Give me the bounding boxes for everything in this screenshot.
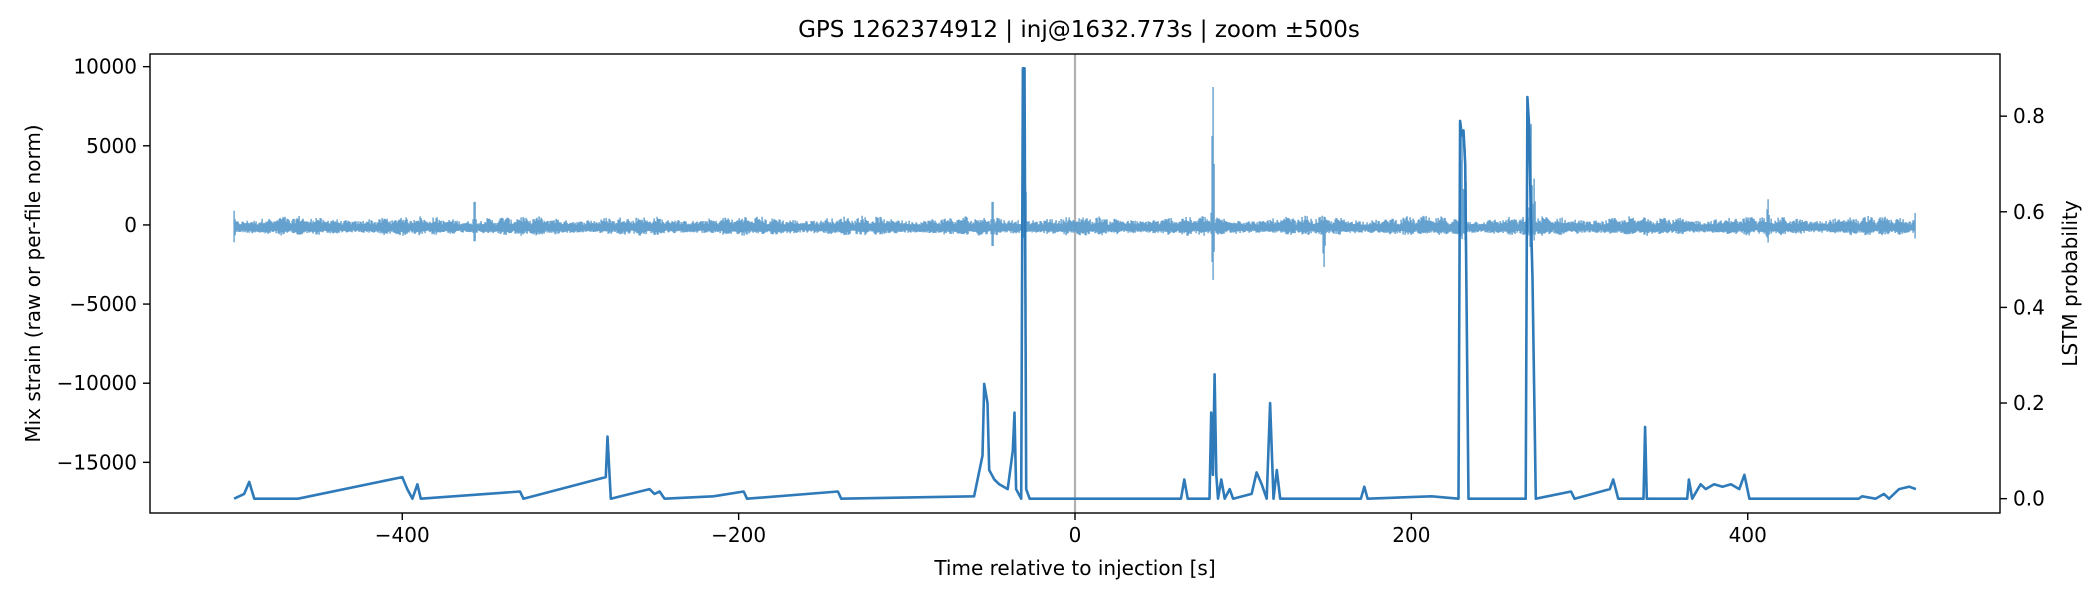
y2-tick-label: 0.6 — [2013, 200, 2045, 224]
y-tick-label: −5000 — [69, 292, 137, 316]
y-tick-label: 10000 — [73, 55, 137, 79]
y-tick-label: 0 — [124, 213, 137, 237]
x-tick-label: 0 — [1069, 523, 1082, 547]
y2-tick-label: 0.4 — [2013, 295, 2045, 319]
strain-series-line — [233, 87, 1916, 280]
x-tick-label: −400 — [375, 523, 430, 547]
plot-frame — [149, 53, 2001, 514]
y2-axis-label: LSTM probability — [2058, 200, 2082, 367]
x-tick-label: 400 — [1729, 523, 1767, 547]
y2-tick-label: 0.0 — [2013, 487, 2045, 511]
plot-area — [233, 54, 1917, 513]
axis-ticks: −400 −200 0 200 400 10000 5000 0 −5000 −10000 −150… — [57, 55, 2045, 547]
y2-tick-label: 0.8 — [2013, 104, 2045, 128]
x-axis-label: Time relative to injection [s] — [933, 556, 1215, 580]
x-tick-label: 200 — [1392, 523, 1430, 547]
y-tick-label: −10000 — [57, 371, 137, 395]
lstm-probability-line — [233, 67, 1917, 500]
chart-title: GPS 1262374912 | inj@1632.773s | zoom ±5… — [798, 17, 1360, 43]
y-tick-label: 5000 — [86, 134, 137, 158]
y2-tick-label: 0.2 — [2013, 391, 2045, 415]
y-tick-label: −15000 — [57, 450, 137, 474]
x-tick-label: −200 — [711, 523, 766, 547]
y-axis-label: Mix strain (raw or per-file norm) — [21, 124, 45, 442]
